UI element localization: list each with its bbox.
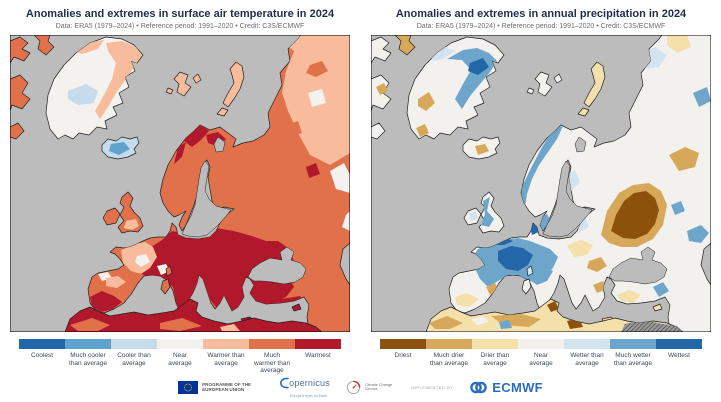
legend-item: Much drier than average xyxy=(426,339,472,367)
precipitation-subtitle: Data: ERA5 (1979–2024) • Reference perio… xyxy=(416,23,666,30)
legend-swatch xyxy=(203,339,249,349)
legend-item: Wettest xyxy=(656,339,702,367)
temperature-subtitle: Data: ERA5 (1979–2024) • Reference perio… xyxy=(55,23,305,30)
legend-item: Cooler than average xyxy=(111,339,157,375)
climate-gauge-icon xyxy=(346,380,361,394)
legend-item: Wetter than average xyxy=(564,339,610,367)
legend-item: Much cooler than average xyxy=(65,339,111,375)
precipitation-panel: Anomalies and extremes in annual precipi… xyxy=(361,0,721,367)
eu-programme-label: PROGRAMME OF THE EUROPEAN UNION xyxy=(202,381,252,392)
legend-item: Coolest xyxy=(19,339,65,375)
temperature-map xyxy=(10,35,350,332)
precipitation-map xyxy=(371,35,711,332)
copernicus-wordmark: opernicus xyxy=(289,377,330,388)
ecmwf-logo: ECMWF xyxy=(469,380,543,395)
copernicus-c-icon xyxy=(280,377,289,388)
legend-item: Near average xyxy=(157,339,203,375)
legend-item: Much wetter than average xyxy=(610,339,656,367)
temperature-panel: Anomalies and extremes in surface air te… xyxy=(0,0,360,375)
eu-programme-logo: PROGRAMME OF THE EUROPEAN UNION xyxy=(178,380,264,394)
climate-change-service-label: Climate Change Service xyxy=(364,382,393,391)
legend-swatch xyxy=(472,339,518,349)
legend-swatch xyxy=(564,339,610,349)
legend-swatch xyxy=(610,339,656,349)
climate-change-service-logo: Climate Change Service xyxy=(346,380,395,395)
temperature-title: Anomalies and extremes in surface air te… xyxy=(25,8,335,20)
legend-swatch xyxy=(426,339,472,349)
legend-swatch xyxy=(295,339,341,349)
copernicus-tagline: Europe's eyes on Earth xyxy=(290,393,328,398)
legend-item: Near average xyxy=(518,339,564,367)
legend-item: Warmer than average xyxy=(203,339,249,375)
legend-item: Drier than average xyxy=(472,339,518,367)
eu-flag-icon xyxy=(178,380,199,394)
legend-item: Warmest xyxy=(295,339,341,375)
copernicus-logo: opernicus Europe's eyes on Earth xyxy=(280,377,330,398)
legend-swatch xyxy=(65,339,111,349)
legend-item: Much warmer than average xyxy=(249,339,295,375)
legend-swatch xyxy=(249,339,295,349)
footer-logos: PROGRAMME OF THE EUROPEAN UNION opernicu… xyxy=(0,374,721,400)
legend-swatch xyxy=(380,339,426,349)
ecmwf-globe-icon xyxy=(470,381,488,393)
temperature-legend: Coolest Much cooler than average Cooler … xyxy=(19,339,341,375)
ecmwf-wordmark: ECMWF xyxy=(492,379,543,395)
precipitation-title: Anomalies and extremes in annual precipi… xyxy=(395,8,687,20)
precipitation-legend: Driest Much drier than average Drier tha… xyxy=(380,339,702,367)
legend-item: Driest xyxy=(380,339,426,367)
legend-swatch xyxy=(111,339,157,349)
legend-swatch xyxy=(157,339,203,349)
implemented-by-label: IMPLEMENTED BY xyxy=(410,384,454,390)
legend-swatch xyxy=(656,339,702,349)
legend-swatch xyxy=(19,339,65,349)
legend-swatch xyxy=(518,339,564,349)
